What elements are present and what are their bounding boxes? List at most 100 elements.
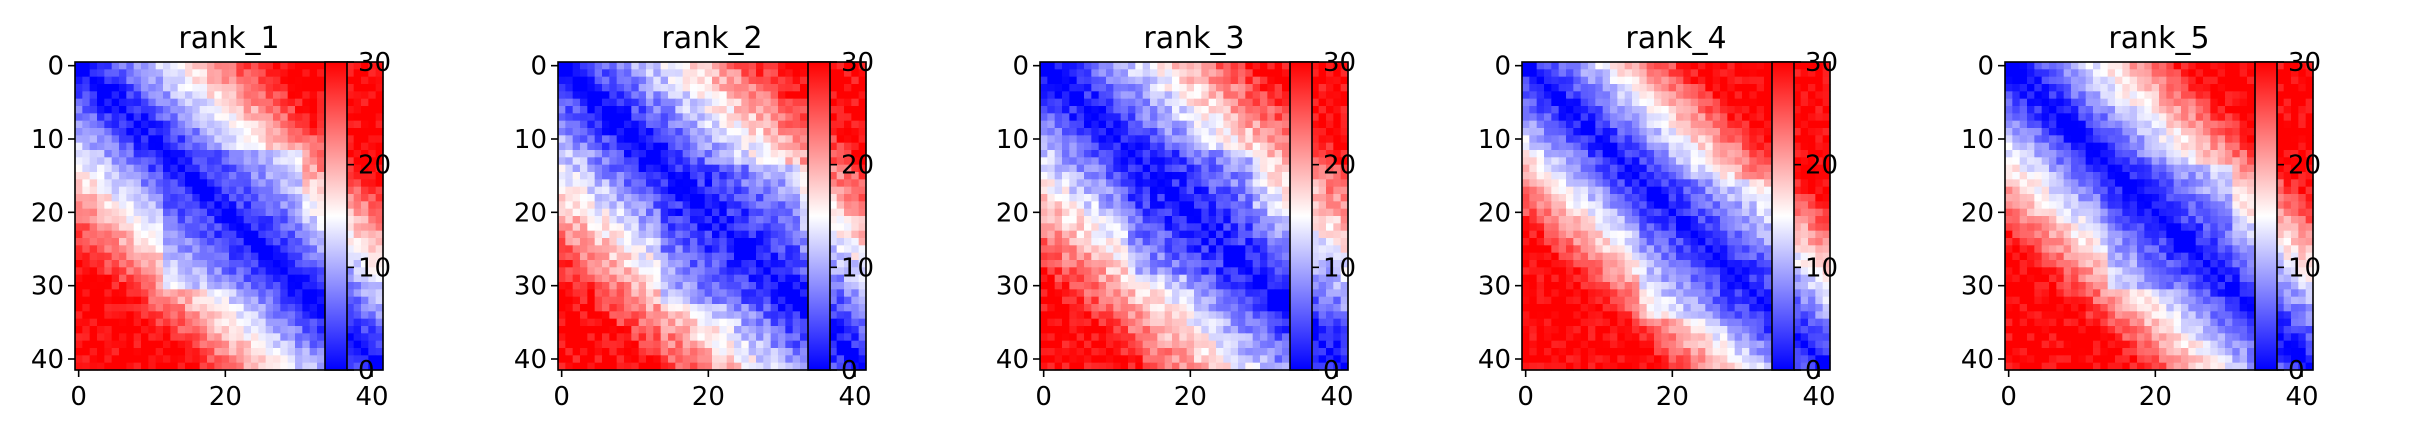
heatmap-cell xyxy=(836,172,845,180)
heatmap-cell xyxy=(309,267,318,276)
heatmap-cell xyxy=(851,150,860,158)
heatmap-cell xyxy=(1216,245,1224,254)
heatmap-cell xyxy=(558,172,566,180)
heatmap-cell xyxy=(800,208,808,217)
heatmap-cell xyxy=(295,98,303,107)
heatmap-cell xyxy=(361,362,369,371)
heatmap-cell xyxy=(631,208,640,217)
heatmap-cell xyxy=(148,238,157,246)
heatmap-cell xyxy=(375,289,384,298)
heatmap-cell xyxy=(624,348,632,356)
heatmap-cell xyxy=(353,355,362,364)
heatmap-cell xyxy=(646,274,654,283)
heatmap-cell xyxy=(221,84,230,92)
heatmap-cell xyxy=(565,282,574,290)
heatmap-cell xyxy=(697,362,706,371)
heatmap-cell xyxy=(207,106,215,114)
heatmap-cell xyxy=(236,230,245,239)
heatmap-cell xyxy=(1142,216,1151,224)
heatmap-cell xyxy=(273,128,281,136)
heatmap-cell xyxy=(353,289,362,298)
heatmap-cell xyxy=(273,84,281,92)
heatmap-cell xyxy=(133,201,142,210)
heatmap-cell xyxy=(1054,84,1063,92)
heatmap-cell xyxy=(97,223,105,232)
heatmap-cell xyxy=(295,135,303,144)
heatmap-cell xyxy=(133,84,142,92)
heatmap-cell xyxy=(133,216,142,224)
heatmap-cell xyxy=(580,157,588,166)
heatmap-cell xyxy=(1142,135,1151,144)
heatmap-cell xyxy=(148,267,157,276)
heatmap-cell xyxy=(236,362,245,371)
y-tick-label: 20 xyxy=(31,198,64,228)
heatmap-cell xyxy=(368,289,377,298)
heatmap-cell xyxy=(1069,274,1078,283)
heatmap-cell xyxy=(1062,245,1070,254)
heatmap-cell xyxy=(192,304,201,312)
heatmap-cell xyxy=(565,245,574,254)
heatmap-cell xyxy=(704,62,713,70)
heatmap-cell xyxy=(594,106,603,114)
heatmap-cell xyxy=(580,267,588,276)
heatmap-cell xyxy=(763,194,772,202)
heatmap-cell xyxy=(170,238,179,246)
heatmap-cell xyxy=(104,120,113,129)
heatmap-cell xyxy=(229,252,237,261)
heatmap-cell xyxy=(829,128,838,136)
heatmap-cell xyxy=(97,186,105,195)
heatmap-cell xyxy=(243,157,252,166)
heatmap-cell xyxy=(1333,267,1342,276)
heatmap-cell xyxy=(82,84,91,92)
heatmap-cell xyxy=(97,128,105,136)
heatmap-cell xyxy=(646,164,654,173)
heatmap-cell xyxy=(1128,245,1136,254)
heatmap-cell xyxy=(317,223,325,232)
heatmap-cell xyxy=(587,333,596,342)
heatmap-cell xyxy=(616,157,625,166)
heatmap-cell xyxy=(273,113,281,122)
heatmap-cell xyxy=(638,296,647,305)
heatmap-cell xyxy=(565,201,574,210)
heatmap-cell xyxy=(800,157,808,166)
heatmap-cell xyxy=(778,150,786,158)
heatmap-cell xyxy=(1179,113,1188,122)
heatmap-cell xyxy=(851,62,860,70)
heatmap-cell xyxy=(236,62,245,70)
heatmap-cell xyxy=(1238,296,1246,305)
heatmap-cell xyxy=(638,362,647,371)
heatmap-cell xyxy=(170,157,179,166)
heatmap-cell xyxy=(163,318,171,327)
heatmap-cell xyxy=(163,62,171,70)
heatmap-cell xyxy=(741,289,750,298)
heatmap-cell xyxy=(265,245,274,254)
heatmap-cell xyxy=(653,76,662,85)
heatmap-cell xyxy=(1238,113,1246,122)
heatmap-cell xyxy=(309,282,318,290)
heatmap-cell xyxy=(1150,252,1158,261)
heatmap-cell xyxy=(133,362,142,371)
heatmap-cell xyxy=(792,223,801,232)
heatmap-cell xyxy=(265,282,274,290)
heatmap-cell xyxy=(565,274,574,283)
heatmap-cell xyxy=(726,245,735,254)
heatmap-cell xyxy=(1216,150,1224,158)
heatmap-cell xyxy=(1340,98,1349,107)
heatmap-cell xyxy=(185,179,193,188)
heatmap-cell xyxy=(1238,230,1246,239)
heatmap-cell xyxy=(631,150,640,158)
heatmap-cell xyxy=(1179,172,1188,180)
heatmap-cell xyxy=(353,201,362,210)
y-tick-label: 40 xyxy=(31,345,64,375)
heatmap-cell xyxy=(258,355,267,364)
heatmap-cell xyxy=(565,120,574,129)
heatmap-cell xyxy=(177,179,186,188)
heatmap-cell xyxy=(616,245,625,254)
heatmap-cell xyxy=(243,208,252,217)
heatmap-cell xyxy=(1267,128,1276,136)
heatmap-cell xyxy=(558,201,566,210)
heatmap-cell xyxy=(712,164,720,173)
heatmap-cell xyxy=(243,186,252,195)
heatmap-cell xyxy=(126,289,135,298)
heatmap-cell xyxy=(624,113,632,122)
